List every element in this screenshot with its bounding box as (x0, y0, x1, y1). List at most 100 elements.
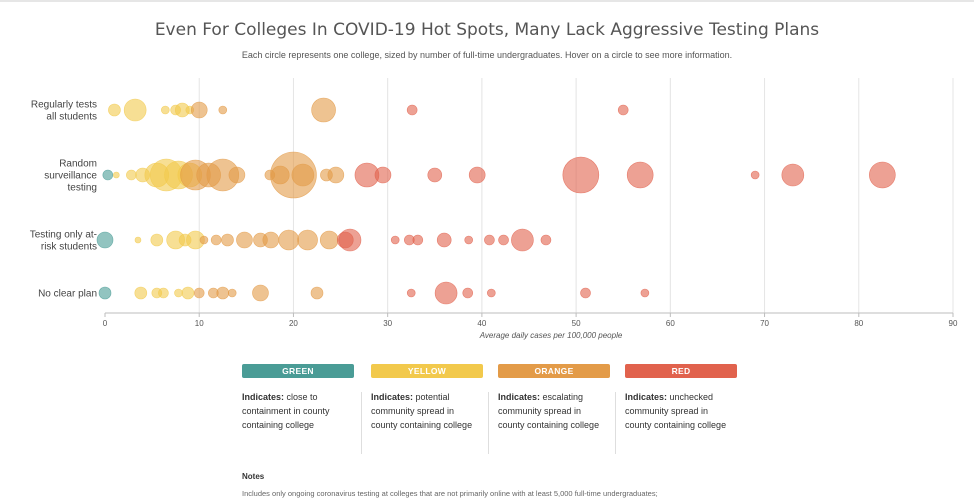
legend-pill-yellow: YELLOW (371, 364, 483, 378)
college-bubble[interactable] (464, 235, 473, 245)
college-bubble[interactable] (174, 288, 183, 298)
college-bubble[interactable] (781, 163, 805, 187)
college-bubble[interactable] (193, 287, 205, 299)
college-bubble[interactable] (134, 236, 142, 244)
chart-title: Even For Colleges In COVID-19 Hot Spots,… (154, 20, 820, 40)
college-bubble[interactable] (236, 231, 253, 249)
college-bubble[interactable] (218, 105, 228, 115)
legend-desc-red: Indicates: unchecked community spread in… (625, 390, 737, 432)
gridlines (198, 78, 954, 313)
college-bubble[interactable] (161, 105, 170, 115)
x-tick-label: 60 (666, 319, 675, 328)
legend-green: GREEN Indicates: close to containment in… (242, 364, 354, 432)
college-bubble[interactable] (134, 286, 148, 300)
college-bubble[interactable] (297, 229, 318, 251)
college-bubble[interactable] (126, 169, 137, 181)
college-bubble[interactable] (98, 286, 112, 300)
x-tick-label: 20 (289, 319, 298, 328)
college-bubble[interactable] (562, 156, 600, 194)
college-bubble[interactable] (374, 166, 392, 184)
college-bubble[interactable] (427, 167, 443, 183)
college-bubble[interactable] (487, 288, 496, 298)
legend-desc-orange: Indicates: escalating community spread i… (498, 390, 610, 432)
x-axis-title: Average daily cases per 100,000 people (479, 331, 623, 340)
legend-text: escalating community spread in county co… (498, 392, 600, 430)
x-tick-label: 70 (760, 319, 769, 328)
legend-divider (615, 392, 616, 454)
top-divider (0, 0, 974, 2)
college-bubble[interactable] (434, 281, 458, 305)
row-label: surveillance (44, 171, 97, 182)
college-bubble[interactable] (406, 104, 418, 116)
legend-divider (361, 392, 362, 454)
college-bubble[interactable] (319, 230, 339, 250)
legend-prefix: Indicates: (625, 392, 668, 402)
college-bubble[interactable] (181, 286, 195, 300)
x-tick-label: 0 (103, 319, 108, 328)
legend-divider (488, 392, 489, 454)
college-bubble[interactable] (540, 234, 552, 246)
college-bubble[interactable] (511, 228, 534, 252)
notes-text: Includes only ongoing coronavirus testin… (242, 489, 658, 498)
college-bubble[interactable] (158, 287, 169, 299)
college-bubble[interactable] (96, 231, 114, 249)
college-bubble[interactable] (750, 170, 760, 180)
college-bubble[interactable] (228, 166, 246, 184)
x-tick-label: 90 (949, 319, 958, 328)
row-label: testing (68, 183, 97, 194)
college-bubble[interactable] (123, 98, 147, 122)
college-bubble[interactable] (252, 284, 269, 302)
row-label: all students (46, 112, 97, 123)
college-bubble[interactable] (468, 166, 486, 184)
college-bubble[interactable] (327, 166, 345, 184)
x-tick-label: 50 (572, 319, 581, 328)
college-bubble[interactable] (406, 288, 416, 298)
legend-prefix: Indicates: (242, 392, 285, 402)
college-bubble[interactable] (462, 287, 474, 299)
college-bubble[interactable] (869, 161, 896, 189)
college-bubble[interactable] (412, 234, 424, 246)
college-bubble[interactable] (640, 288, 650, 298)
row-label: risk students (41, 242, 97, 253)
chart-subtitle: Each circle represents one college, size… (241, 50, 733, 60)
legend-text: close to containment in county containin… (242, 392, 330, 430)
row-label: Random (59, 159, 97, 170)
legend-pill-red: RED (625, 364, 737, 378)
row-label: Regularly tests (31, 100, 97, 111)
college-bubble[interactable] (626, 161, 654, 189)
college-bubble[interactable] (390, 235, 400, 245)
college-bubble[interactable] (278, 229, 300, 251)
x-tick-label: 30 (383, 319, 392, 328)
college-bubble[interactable] (338, 228, 362, 252)
college-bubble[interactable] (108, 103, 121, 117)
college-bubble[interactable] (484, 234, 495, 246)
college-bubble[interactable] (262, 231, 280, 249)
college-bubble[interactable] (227, 288, 237, 298)
x-tick-label: 10 (195, 319, 204, 328)
legend-red: RED Indicates: unchecked community sprea… (625, 364, 737, 432)
legend-pill-green: GREEN (242, 364, 354, 378)
legend-orange: ORANGE Indicates: escalating community s… (498, 364, 610, 432)
college-bubble[interactable] (291, 163, 315, 187)
college-bubble[interactable] (216, 286, 230, 300)
college-bubble[interactable] (436, 232, 452, 248)
college-bubble[interactable] (199, 235, 209, 245)
college-bubble[interactable] (150, 233, 164, 247)
college-bubble[interactable] (210, 234, 222, 246)
bubbles[interactable] (96, 97, 896, 305)
college-bubble[interactable] (310, 286, 324, 300)
college-bubble[interactable] (102, 169, 114, 181)
college-bubble[interactable] (311, 97, 336, 123)
college-bubble[interactable] (113, 171, 120, 179)
row-label: No clear plan (38, 289, 97, 300)
legend-prefix: Indicates: (371, 392, 414, 402)
college-bubble[interactable] (617, 104, 629, 116)
legend-text: potential community spread in county con… (371, 392, 473, 430)
college-bubble[interactable] (221, 233, 234, 247)
legend-text: unchecked community spread in county con… (625, 392, 727, 430)
college-bubble[interactable] (498, 234, 509, 246)
college-bubble[interactable] (190, 101, 208, 119)
college-bubble[interactable] (580, 287, 591, 299)
